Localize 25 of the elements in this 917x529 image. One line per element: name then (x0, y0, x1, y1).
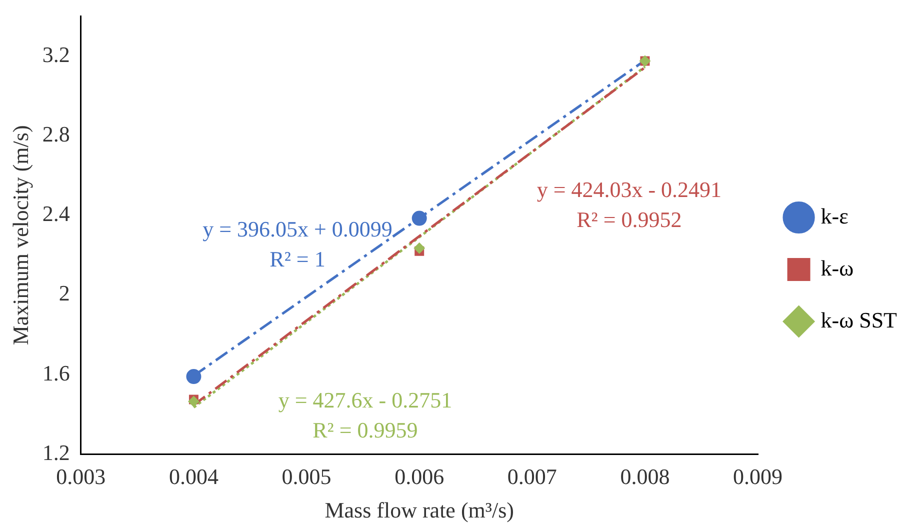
point (414, 242, 425, 254)
y-tick-label: 2.8 (42, 121, 70, 146)
y-axis-title: Maximum velocity (m/s) (8, 125, 33, 346)
x-tick-label: 0.008 (620, 464, 670, 490)
point (412, 210, 427, 226)
x-tick-label: 0.006 (394, 464, 444, 490)
legend-label: k-ε (820, 203, 848, 228)
y-tick-label: 1.2 (42, 440, 70, 465)
y-tick-label: 2 (58, 280, 70, 306)
x-tick-label: 0.004 (168, 464, 218, 490)
x-tick-label: 0.009 (733, 464, 783, 490)
y-tick-label: 3.2 (42, 42, 70, 67)
legend-label: k-ω SST (820, 307, 898, 332)
annotation: y = 427.6x - 0.2751 R² = 0.9959 (278, 387, 452, 442)
y-tick-label: 2.4 (42, 201, 70, 226)
x-axis-title: Mass flow rate (m³/s) (324, 498, 514, 523)
x-tick-label: 0.003 (56, 464, 106, 490)
annotation: y = 424.03x - 0.2491 R² = 0.9952 (536, 177, 722, 232)
point (186, 369, 202, 384)
annotation: y = 396.05x + 0.0099 R² = 1 (202, 216, 392, 272)
legend-label: k-ω (820, 255, 854, 280)
y-tick-label: 1.6 (42, 360, 70, 386)
x-tick-label: 0.005 (282, 464, 332, 490)
point (188, 396, 200, 407)
x-tick-label: 0.007 (507, 464, 557, 490)
